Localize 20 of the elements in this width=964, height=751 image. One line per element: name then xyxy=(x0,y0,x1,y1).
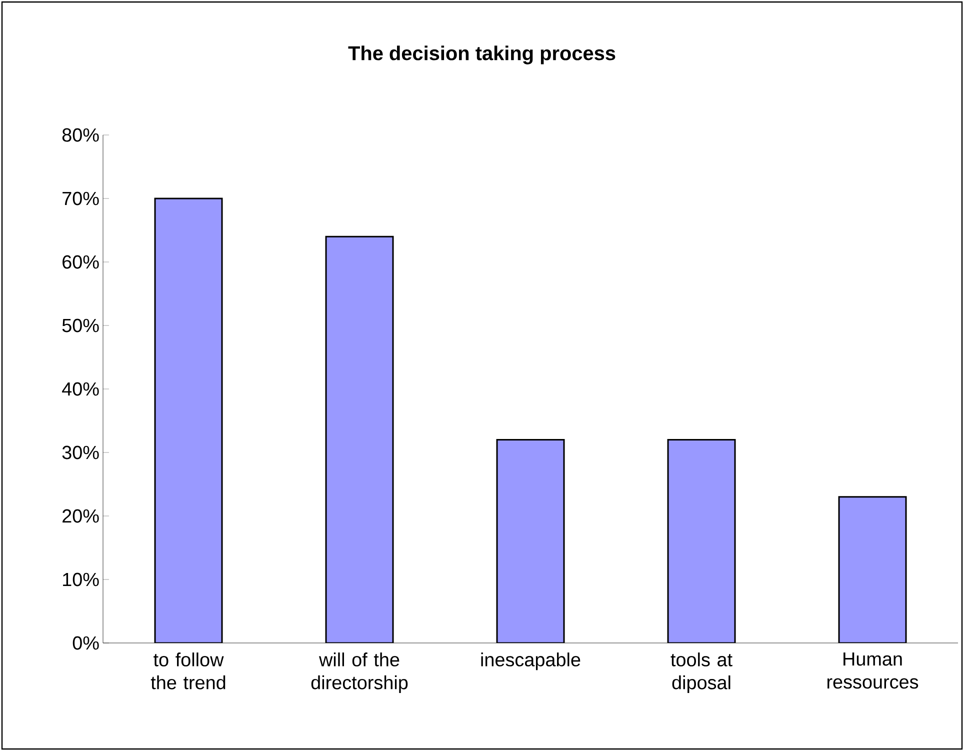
bar xyxy=(325,236,394,643)
y-tick-label: 60% xyxy=(62,255,99,269)
y-tick-label: 0% xyxy=(72,636,99,650)
bar xyxy=(496,439,565,643)
x-tick-label: tools at diposal xyxy=(670,652,732,694)
y-tick-label: 10% xyxy=(63,572,99,586)
x-tick-label: will of the directorship xyxy=(311,652,408,694)
bar xyxy=(838,496,907,643)
x-tick-label: to follow the trend xyxy=(150,652,226,690)
y-tick-label: 80% xyxy=(62,128,99,142)
y-tick-label: 30% xyxy=(62,446,99,460)
y-tick-label: 40% xyxy=(62,382,99,396)
bar xyxy=(154,198,223,643)
x-tick-label: Human ressources xyxy=(827,652,918,689)
y-tick-label: 70% xyxy=(62,192,99,206)
chart-title: The decision taking process xyxy=(348,46,616,64)
bar xyxy=(667,439,736,643)
y-tick-label: 50% xyxy=(62,318,99,332)
x-tick-label: inescapable xyxy=(481,652,580,670)
y-tick-label: 20% xyxy=(62,509,99,523)
